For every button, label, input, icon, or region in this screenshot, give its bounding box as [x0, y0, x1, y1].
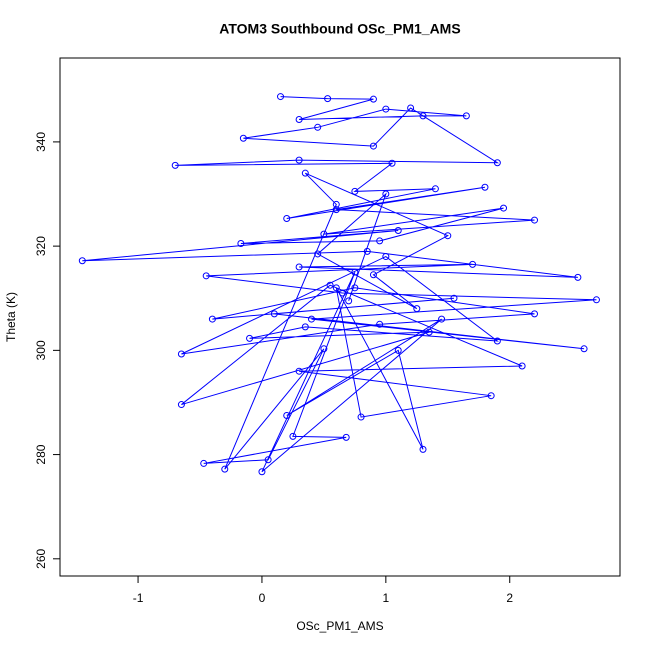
series-line — [82, 96, 597, 473]
point — [450, 294, 458, 302]
point — [332, 200, 340, 208]
point — [369, 95, 377, 103]
point — [382, 105, 390, 113]
point — [295, 367, 303, 375]
point — [580, 345, 588, 353]
point — [382, 190, 390, 198]
point — [419, 112, 427, 120]
point — [202, 272, 210, 280]
point — [237, 240, 245, 248]
point — [351, 187, 359, 195]
point — [301, 169, 309, 177]
point — [351, 284, 359, 292]
chart-title: ATOM3 Southbound OSc_PM1_AMS — [219, 21, 460, 37]
point — [308, 315, 316, 323]
point — [388, 159, 396, 167]
point — [295, 263, 303, 271]
point — [301, 323, 309, 331]
point — [462, 112, 470, 120]
point — [326, 281, 334, 289]
point — [258, 468, 266, 476]
plot-frame — [59, 57, 621, 577]
point — [531, 310, 539, 318]
point — [332, 284, 340, 292]
point — [78, 257, 86, 265]
point — [574, 273, 582, 281]
point — [351, 268, 359, 276]
point — [314, 250, 322, 258]
x-tick-label: -1 — [133, 591, 144, 605]
point — [438, 315, 446, 323]
point — [295, 115, 303, 123]
y-tick-label: 320 — [34, 236, 48, 256]
point — [283, 215, 291, 223]
x-tick-label: 1 — [382, 591, 389, 605]
point — [382, 253, 390, 261]
point — [431, 185, 439, 193]
point — [264, 456, 272, 464]
point — [425, 328, 433, 336]
point — [357, 413, 365, 421]
point — [338, 289, 346, 297]
point — [270, 310, 278, 318]
point — [493, 337, 501, 345]
point — [246, 334, 254, 342]
point — [376, 237, 384, 245]
point — [369, 271, 377, 279]
x-tick-label: 2 — [506, 591, 513, 605]
point — [200, 459, 208, 467]
point — [444, 232, 452, 240]
x-tick-label: 0 — [259, 591, 266, 605]
point — [592, 296, 600, 304]
point — [481, 183, 489, 191]
point — [177, 350, 185, 358]
point — [332, 206, 340, 214]
x-axis-label: OSc_PM1_AMS — [296, 619, 383, 633]
point — [394, 346, 402, 354]
point — [295, 156, 303, 164]
point — [208, 315, 216, 323]
point — [531, 216, 539, 224]
point — [493, 159, 501, 167]
point — [363, 247, 371, 255]
point — [469, 260, 477, 268]
point — [171, 161, 179, 169]
point — [419, 445, 427, 453]
point — [221, 465, 229, 473]
point — [239, 134, 247, 142]
point — [369, 142, 377, 150]
point — [314, 123, 322, 131]
point — [283, 411, 291, 419]
point — [394, 226, 402, 234]
point — [487, 392, 495, 400]
point — [277, 93, 285, 101]
point — [345, 297, 353, 305]
point — [500, 204, 508, 212]
point — [320, 345, 328, 353]
point — [324, 95, 332, 103]
point — [177, 401, 185, 409]
point — [407, 104, 415, 112]
point — [342, 433, 350, 441]
y-tick-label: 280 — [34, 444, 48, 464]
point — [376, 320, 384, 328]
point — [413, 305, 421, 313]
point — [518, 362, 526, 370]
y-tick-label: 340 — [34, 132, 48, 152]
y-tick-label: 300 — [34, 340, 48, 360]
point — [320, 230, 328, 238]
point — [289, 432, 297, 440]
y-tick-label: 260 — [34, 548, 48, 568]
y-axis-label: Theta (K) — [4, 292, 18, 342]
